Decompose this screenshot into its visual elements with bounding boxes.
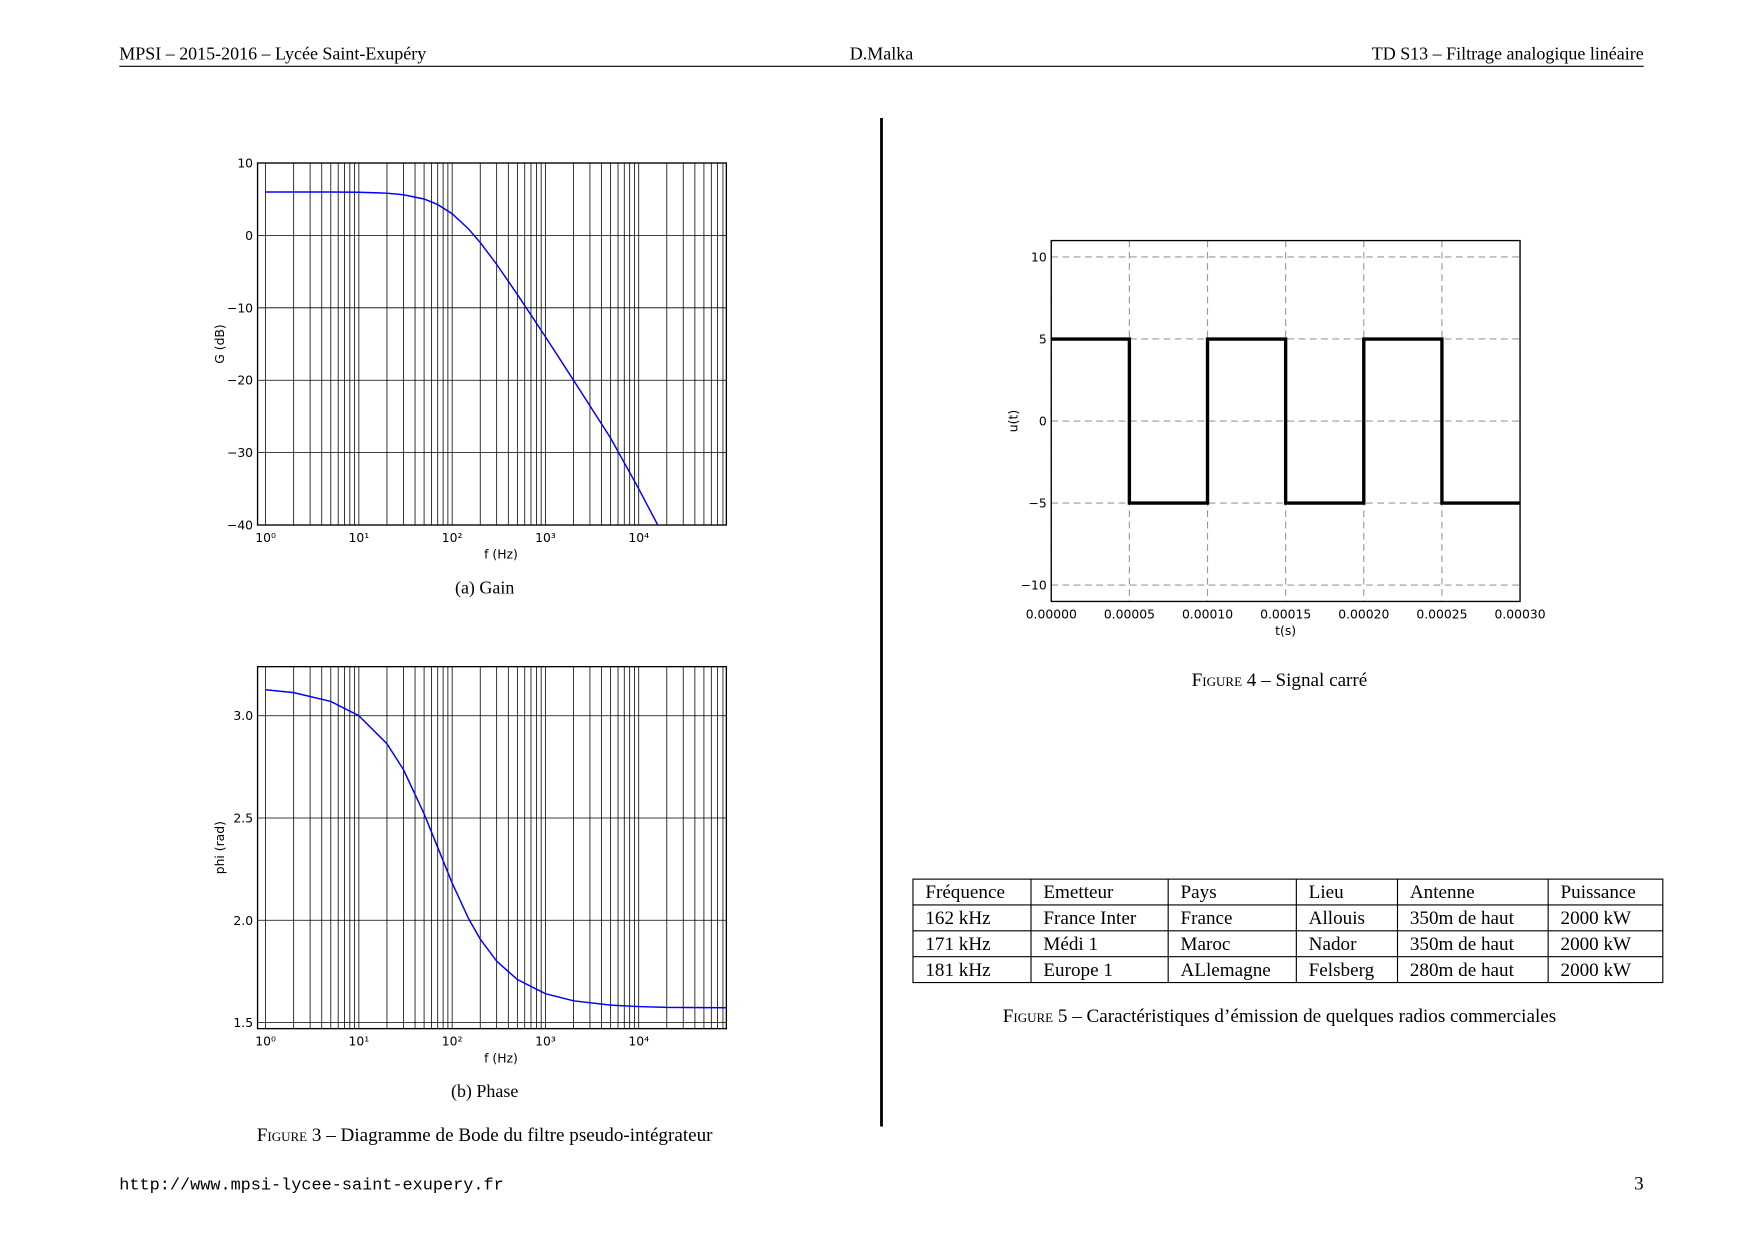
table-cell: France Inter [1043,908,1136,929]
table-cell: 2000 kW [1561,934,1632,955]
x-tick-label: 0.00015 [1260,607,1311,621]
figure-caption: Figure 3 – Diagramme de Bode du filtre p… [257,1125,713,1146]
x-tick-label: 0.00005 [1104,607,1155,621]
table-cell: 350m de haut [1410,908,1515,929]
y-tick-label: 3.0 [233,709,253,723]
y-tick-label: −40 [227,519,253,533]
table-header-cell: Emetteur [1043,882,1114,903]
x-axis-label: f (Hz) [484,548,518,562]
y-tick-label: −20 [227,374,253,388]
figure-text: – Caractéristiques d’émission de quelque… [1071,1006,1556,1027]
subfigure-caption: (a) Gain [455,578,514,599]
table-cell: 181 kHz [925,960,990,981]
table-header-cell: Fréquence [925,882,1005,903]
data-line [1051,337,1521,505]
x-tick-label: 0.00000 [1026,607,1077,621]
figure-label: Figure 3 [257,1125,322,1146]
figure-caption: Figure 4 – Signal carré [1192,670,1368,691]
y-axis-label: G (dB) [213,324,227,363]
table-cell: 2000 kW [1561,908,1632,929]
y-tick-label: 10 [237,157,253,171]
figure-text: – Signal carré [1260,670,1367,691]
table-cell: 2000 kW [1561,960,1632,981]
table-cell: France [1181,908,1233,929]
data-line [265,191,659,526]
y-tick-label: −10 [227,301,253,315]
figure-text: – Diagramme de Bode du filtre pseudo-int… [325,1125,713,1146]
table-cell: 280m de haut [1410,960,1515,981]
y-tick-label: 2.5 [233,811,253,825]
y-tick-label: −10 [1021,579,1047,593]
header-left: MPSI – 2015-2016 – Lycée Saint-Exupéry [119,44,426,64]
x-tick-label: 10² [442,531,463,545]
plot-frame [256,665,728,1030]
y-tick-label: 0 [245,229,253,243]
y-tick-label: 2.0 [233,914,253,928]
x-tick-label: 10³ [535,531,556,545]
table-cell: Allouis [1309,908,1365,929]
table-header-cell: Lieu [1309,882,1344,903]
table-cell: Maroc [1181,934,1231,955]
x-tick-label: 10⁴ [628,1035,649,1049]
x-axis-label: t(s) [1275,624,1296,638]
x-tick-label: 10² [442,1035,463,1049]
y-axis-label: u(t) [1007,410,1021,432]
x-tick-label: 0.00010 [1182,607,1233,621]
x-tick-label: 10³ [535,1035,556,1049]
table-cell: Felsberg [1309,960,1375,981]
x-tick-label: 10⁰ [255,1035,276,1049]
figure-label: Figure 5 [1003,1006,1068,1027]
y-tick-label: 1.5 [233,1016,253,1030]
table-cell: 171 kHz [925,934,990,955]
table-header-cell: Pays [1181,882,1217,903]
y-tick-label: 5 [1039,332,1047,346]
table-cell: Europe 1 [1043,960,1113,981]
x-tick-label: 0.00025 [1416,607,1467,621]
header-right: TD S13 – Filtrage analogique linéaire [1372,44,1644,64]
table-cell: Nador [1309,934,1357,955]
x-tick-label: 0.00020 [1338,607,1389,621]
y-tick-label: −5 [1029,497,1047,511]
data-line [265,689,727,1009]
x-tick-label: 10¹ [349,1035,370,1049]
plot-frame [256,162,728,526]
table-cell: Médi 1 [1043,934,1098,955]
y-tick-label: 0 [1039,415,1047,429]
y-axis-label: phi (rad) [213,821,227,874]
figure-caption: Figure 5 – Caractéristiques d’émission d… [1003,1006,1556,1027]
x-axis-label: f (Hz) [484,1051,518,1065]
table-cell: 162 kHz [925,908,990,929]
plot-frame [1050,239,1521,603]
table-header-cell: Antenne [1410,882,1475,903]
table-header-cell: Puissance [1561,882,1636,903]
y-tick-label: 10 [1031,250,1047,264]
table-cell: ALlemagne [1181,960,1271,981]
x-tick-label: 0.00030 [1494,607,1545,621]
x-tick-label: 10⁰ [255,531,276,545]
x-tick-label: 10⁴ [628,531,649,545]
table-cell: 350m de haut [1410,934,1515,955]
x-tick-label: 10¹ [349,531,370,545]
header-center: D.Malka [850,44,913,64]
y-tick-label: −30 [227,446,253,460]
page-number: 3 [1634,1173,1644,1194]
footer-url: http://www.mpsi-lycee-saint-exupery.fr [119,1176,503,1195]
figure-label: Figure 4 [1192,670,1257,691]
subfigure-caption: (b) Phase [451,1081,518,1102]
